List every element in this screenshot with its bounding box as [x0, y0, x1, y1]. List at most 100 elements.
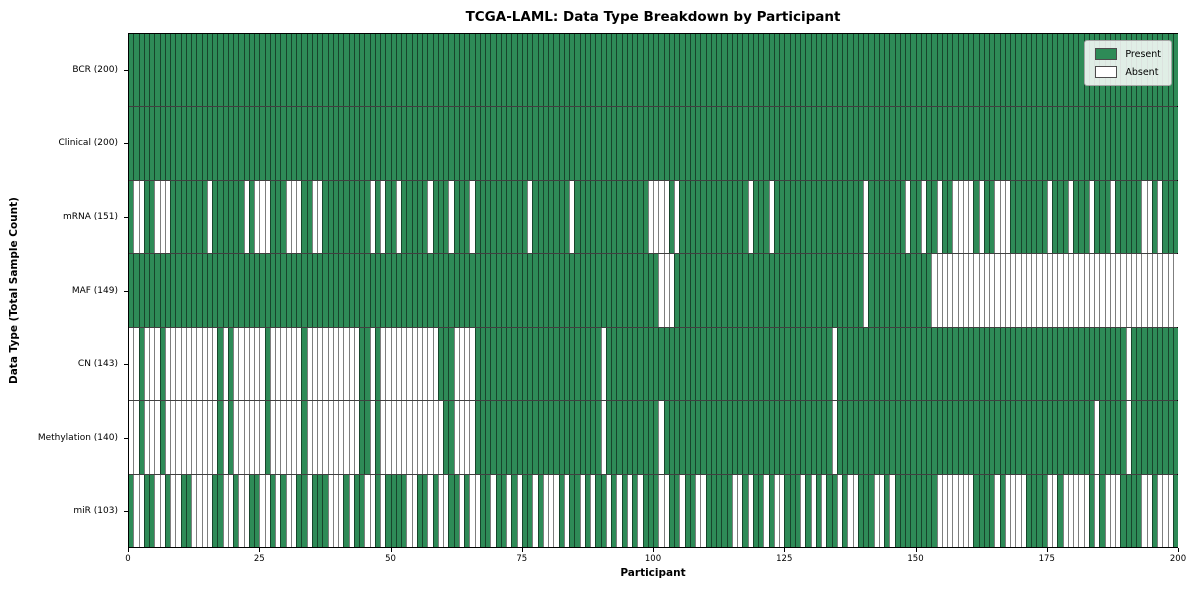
heatmap-cell [831, 327, 837, 401]
heatmap-cell [196, 401, 202, 474]
heatmap-cell [889, 401, 895, 474]
heatmap-cell [726, 107, 732, 180]
heatmap-cell [626, 180, 632, 254]
heatmap-cell [999, 327, 1005, 401]
heatmap-cell [290, 327, 296, 401]
heatmap-cell [443, 107, 449, 180]
heatmap-cell [285, 107, 291, 180]
heatmap-cell [642, 327, 648, 401]
heatmap-cell [164, 474, 170, 547]
heatmap-cell [968, 254, 974, 327]
heatmap-cell [731, 327, 737, 401]
heatmap-cell [353, 34, 359, 107]
heatmap-cell [290, 34, 296, 107]
heatmap-cell [458, 474, 464, 547]
heatmap-cell [742, 107, 748, 180]
heatmap-cell [768, 34, 774, 107]
heatmap-cell [1162, 254, 1168, 327]
heatmap-cell [422, 474, 428, 547]
heatmap-cell [1015, 180, 1021, 254]
heatmap-cell [259, 474, 265, 547]
heatmap-cell [149, 254, 155, 327]
heatmap-cell [868, 474, 874, 547]
heatmap-cell [516, 180, 522, 254]
heatmap-cell [259, 180, 265, 254]
heatmap-cell [474, 254, 480, 327]
heatmap-cell [605, 34, 611, 107]
heatmap-cell [1088, 401, 1094, 474]
heatmap-cell [280, 474, 286, 547]
heatmap-cell [1015, 401, 1021, 474]
heatmap-cell [763, 474, 769, 547]
heatmap-cell [170, 254, 176, 327]
heatmap-cell [296, 327, 302, 401]
heatmap-cell [684, 327, 690, 401]
heatmap-cell [674, 254, 680, 327]
heatmap-cell [154, 254, 160, 327]
heatmap-cell [889, 327, 895, 401]
heatmap-cell [264, 327, 270, 401]
heatmap-cell [605, 254, 611, 327]
heatmap-cell [731, 254, 737, 327]
heatmap-cell [1015, 34, 1021, 107]
heatmap-cell [653, 474, 659, 547]
heatmap-cell [129, 180, 134, 254]
heatmap-cell [416, 34, 422, 107]
heatmap-row-mir [129, 473, 1178, 547]
heatmap-cell [191, 474, 197, 547]
heatmap-cell [1052, 254, 1058, 327]
heatmap-cell [364, 401, 370, 474]
heatmap-cell [1046, 34, 1052, 107]
heatmap-cell [348, 474, 354, 547]
heatmap-cell [705, 474, 711, 547]
heatmap-cell [574, 327, 580, 401]
heatmap-cell [159, 34, 165, 107]
heatmap-cell [663, 401, 669, 474]
heatmap-cell [957, 474, 963, 547]
heatmap-cell [411, 401, 417, 474]
heatmap-cell [962, 34, 968, 107]
heatmap-cell [915, 401, 921, 474]
heatmap-cell [327, 401, 333, 474]
heatmap-cell [343, 401, 349, 474]
heatmap-cell [842, 107, 848, 180]
heatmap-cell [931, 474, 937, 547]
heatmap-cell [1020, 107, 1026, 180]
heatmap-cell [569, 107, 575, 180]
heatmap-cell [926, 254, 932, 327]
heatmap-cell [647, 474, 653, 547]
heatmap-cell [154, 474, 160, 547]
heatmap-cell [600, 254, 606, 327]
heatmap-cell [180, 474, 186, 547]
heatmap-cell [852, 327, 858, 401]
heatmap-cell [1115, 254, 1121, 327]
heatmap-cell [191, 107, 197, 180]
heatmap-cell [395, 254, 401, 327]
heatmap-cell [1004, 180, 1010, 254]
heatmap-cell [1115, 180, 1121, 254]
heatmap-cell [805, 401, 811, 474]
heatmap-cell [831, 474, 837, 547]
heatmap-cell [133, 34, 139, 107]
heatmap-cell [621, 401, 627, 474]
heatmap-cell [726, 254, 732, 327]
heatmap-cell [605, 180, 611, 254]
heatmap-cell [595, 34, 601, 107]
heatmap-cell [920, 474, 926, 547]
heatmap-cell [705, 327, 711, 401]
heatmap-cell [437, 401, 443, 474]
heatmap-cell [668, 180, 674, 254]
heatmap-cell [821, 474, 827, 547]
heatmap-cell [973, 107, 979, 180]
heatmap-cell [679, 34, 685, 107]
heatmap-cell [175, 107, 181, 180]
heatmap-cell [133, 180, 139, 254]
heatmap-cell [989, 34, 995, 107]
heatmap-cell [768, 474, 774, 547]
heatmap-cell [317, 34, 323, 107]
heatmap-row-clinical [129, 106, 1178, 180]
heatmap-cell [254, 180, 260, 254]
heatmap-cell [936, 34, 942, 107]
heatmap-cell [926, 180, 932, 254]
heatmap-cell [1062, 34, 1068, 107]
